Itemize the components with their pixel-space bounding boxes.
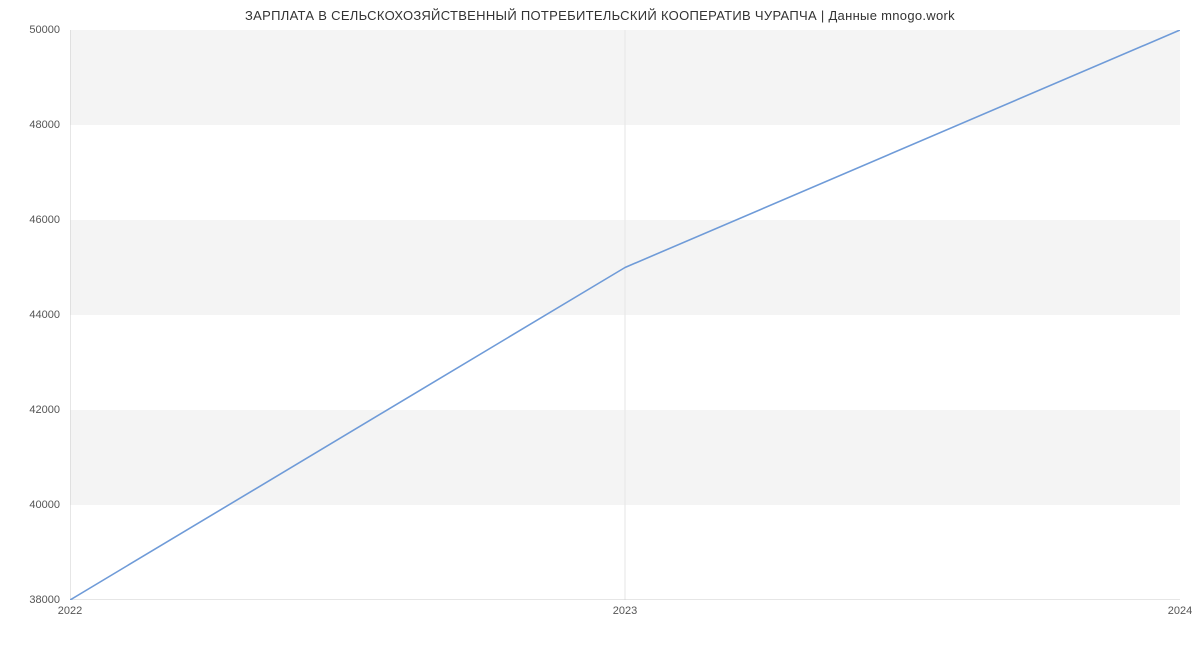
y-tick-label: 48000	[4, 119, 60, 131]
chart-title: ЗАРПЛАТА В СЕЛЬСКОХОЗЯЙСТВЕННЫЙ ПОТРЕБИТ…	[0, 8, 1200, 23]
line-chart: ЗАРПЛАТА В СЕЛЬСКОХОЗЯЙСТВЕННЫЙ ПОТРЕБИТ…	[0, 0, 1200, 650]
y-tick-label: 44000	[4, 309, 60, 321]
y-tick-label: 40000	[4, 499, 60, 511]
x-tick-label: 2024	[1168, 605, 1192, 617]
y-tick-label: 50000	[4, 24, 60, 36]
plot-area	[70, 30, 1180, 600]
x-tick-label: 2023	[613, 605, 637, 617]
y-tick-label: 42000	[4, 404, 60, 416]
y-tick-label: 46000	[4, 214, 60, 226]
y-tick-label: 38000	[4, 594, 60, 606]
x-tick-label: 2022	[58, 605, 82, 617]
